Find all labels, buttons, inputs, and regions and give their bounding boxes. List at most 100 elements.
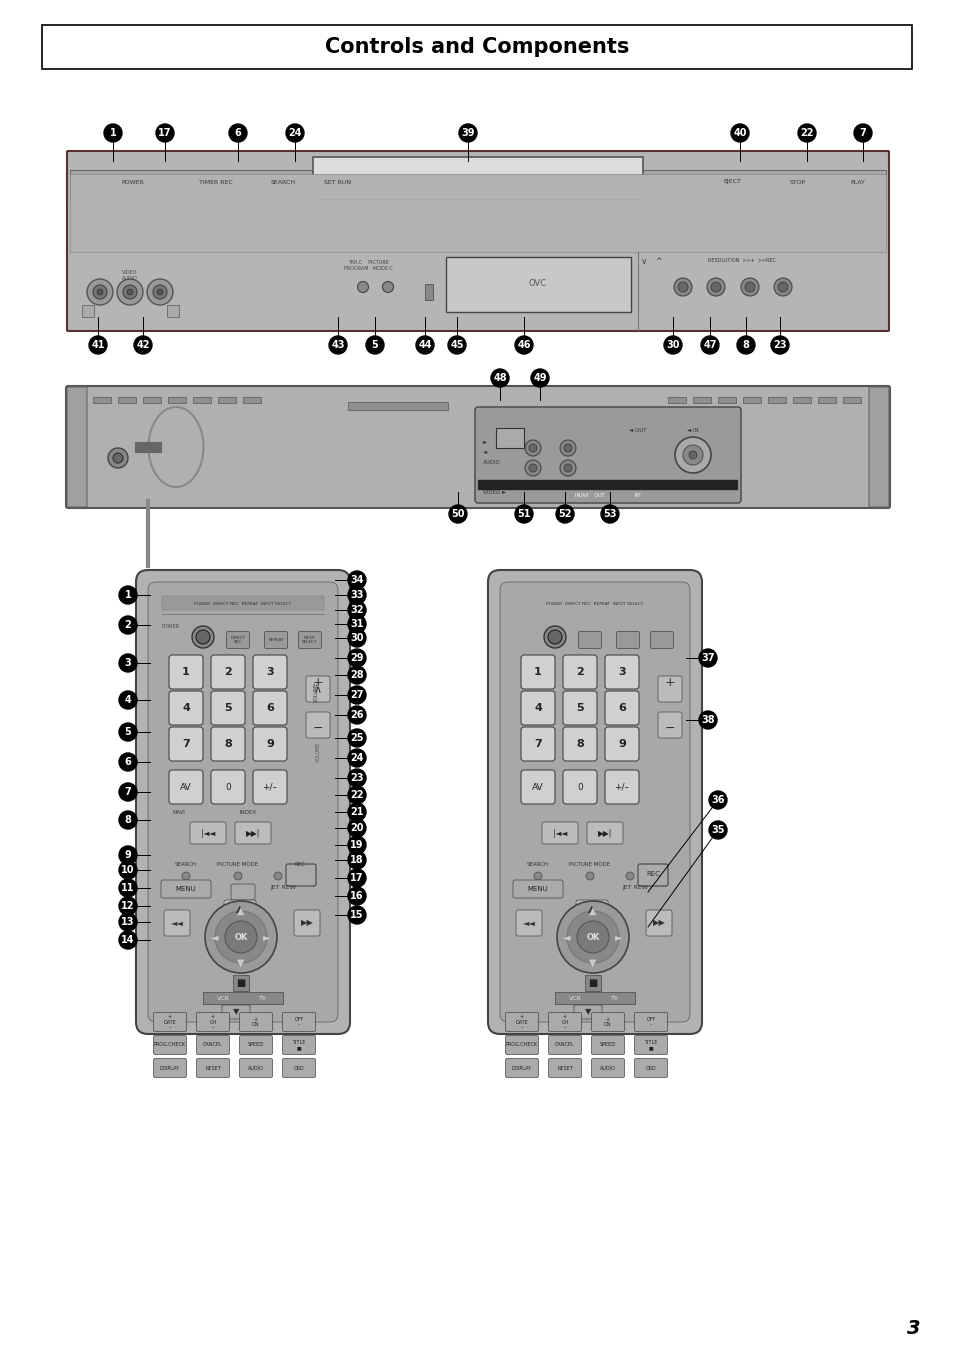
Text: 0: 0	[577, 782, 582, 792]
FancyBboxPatch shape	[868, 386, 888, 507]
Text: 30: 30	[665, 340, 679, 350]
FancyBboxPatch shape	[520, 727, 555, 761]
Text: VCR: VCR	[568, 996, 580, 1001]
Text: 35: 35	[711, 825, 724, 835]
Circle shape	[123, 285, 137, 299]
Text: TIMER REC: TIMER REC	[199, 180, 233, 185]
Circle shape	[348, 686, 366, 704]
Circle shape	[853, 124, 871, 142]
Text: |◄◄: |◄◄	[552, 828, 567, 838]
FancyBboxPatch shape	[282, 1012, 315, 1032]
Text: 31: 31	[350, 619, 363, 630]
Text: 15: 15	[350, 911, 363, 920]
Text: ▲: ▲	[236, 904, 244, 915]
Text: SEARCH: SEARCH	[270, 180, 295, 185]
FancyBboxPatch shape	[136, 570, 350, 1034]
Text: 17: 17	[350, 873, 363, 884]
Text: +
DATE
–: + DATE –	[515, 1013, 528, 1031]
Text: +
ON: + ON	[252, 1016, 259, 1027]
Text: 14: 14	[121, 935, 134, 944]
Text: ◄◄: ◄◄	[171, 919, 183, 928]
Bar	[584, 975, 600, 992]
Bar	[143, 397, 161, 403]
Text: 47: 47	[702, 340, 716, 350]
FancyBboxPatch shape	[67, 386, 87, 507]
Text: +/–: +/–	[614, 782, 629, 792]
FancyBboxPatch shape	[211, 690, 245, 725]
Text: 6: 6	[266, 703, 274, 713]
Circle shape	[491, 369, 509, 386]
Text: 13: 13	[121, 917, 134, 927]
Circle shape	[117, 280, 143, 305]
Text: OVC: OVC	[528, 280, 546, 289]
Bar	[718, 397, 735, 403]
Bar	[203, 992, 283, 1004]
FancyBboxPatch shape	[253, 770, 287, 804]
Bar	[446, 257, 630, 312]
Bar	[167, 305, 179, 317]
FancyBboxPatch shape	[169, 727, 203, 761]
Text: 5: 5	[372, 340, 378, 350]
FancyBboxPatch shape	[211, 655, 245, 689]
FancyBboxPatch shape	[505, 1035, 537, 1055]
Text: PICTURE MODE: PICTURE MODE	[569, 862, 610, 866]
Circle shape	[104, 124, 122, 142]
Circle shape	[744, 282, 754, 292]
Text: ►: ►	[482, 439, 487, 444]
Circle shape	[195, 630, 210, 644]
Text: 23: 23	[773, 340, 786, 350]
FancyBboxPatch shape	[562, 690, 597, 725]
Text: PROG.CHECK: PROG.CHECK	[153, 1043, 186, 1047]
Circle shape	[119, 654, 137, 671]
Text: AV: AV	[180, 782, 192, 792]
Text: PROG.CHECK: PROG.CHECK	[505, 1043, 537, 1047]
Text: ◄: ◄	[482, 450, 487, 454]
Text: OFF
–: OFF –	[294, 1016, 303, 1027]
Text: 30: 30	[350, 634, 363, 643]
Circle shape	[515, 505, 533, 523]
Text: ◄◄: ◄◄	[522, 919, 535, 928]
Text: POWER  DIRECT REC  REPEAT  INPUT SELECT: POWER DIRECT REC REPEAT INPUT SELECT	[194, 603, 292, 607]
Circle shape	[295, 871, 304, 880]
Text: 51: 51	[517, 509, 530, 519]
Text: NAVI: NAVI	[172, 809, 186, 815]
Text: ∧: ∧	[314, 685, 322, 694]
FancyBboxPatch shape	[488, 570, 701, 1034]
FancyBboxPatch shape	[153, 1058, 186, 1078]
Circle shape	[682, 444, 702, 465]
Text: 53: 53	[602, 509, 616, 519]
Circle shape	[678, 282, 687, 292]
Text: DISPLAY: DISPLAY	[512, 1066, 532, 1070]
Text: 28: 28	[350, 670, 363, 680]
Text: 50: 50	[451, 509, 464, 519]
Circle shape	[529, 463, 537, 471]
Text: 6: 6	[234, 128, 241, 138]
Circle shape	[515, 336, 533, 354]
Text: +: +	[313, 676, 323, 689]
FancyBboxPatch shape	[591, 1035, 624, 1055]
Circle shape	[348, 748, 366, 767]
FancyBboxPatch shape	[645, 911, 671, 936]
Bar	[243, 397, 261, 403]
FancyBboxPatch shape	[196, 1035, 230, 1055]
Bar	[496, 428, 523, 449]
FancyBboxPatch shape	[658, 712, 681, 738]
Circle shape	[119, 690, 137, 709]
Text: PLAY: PLAY	[850, 180, 864, 185]
Text: 5: 5	[125, 727, 132, 738]
Circle shape	[577, 921, 608, 952]
Text: TITLE
■: TITLE ■	[643, 1040, 657, 1050]
Circle shape	[348, 615, 366, 634]
Circle shape	[348, 630, 366, 647]
Bar	[477, 480, 738, 490]
FancyBboxPatch shape	[604, 690, 639, 725]
Circle shape	[348, 586, 366, 604]
Circle shape	[92, 285, 107, 299]
Circle shape	[556, 505, 574, 523]
Bar	[193, 397, 211, 403]
FancyBboxPatch shape	[616, 631, 639, 648]
FancyBboxPatch shape	[634, 1058, 667, 1078]
Circle shape	[225, 921, 256, 952]
Circle shape	[585, 871, 594, 880]
Bar	[348, 403, 448, 409]
